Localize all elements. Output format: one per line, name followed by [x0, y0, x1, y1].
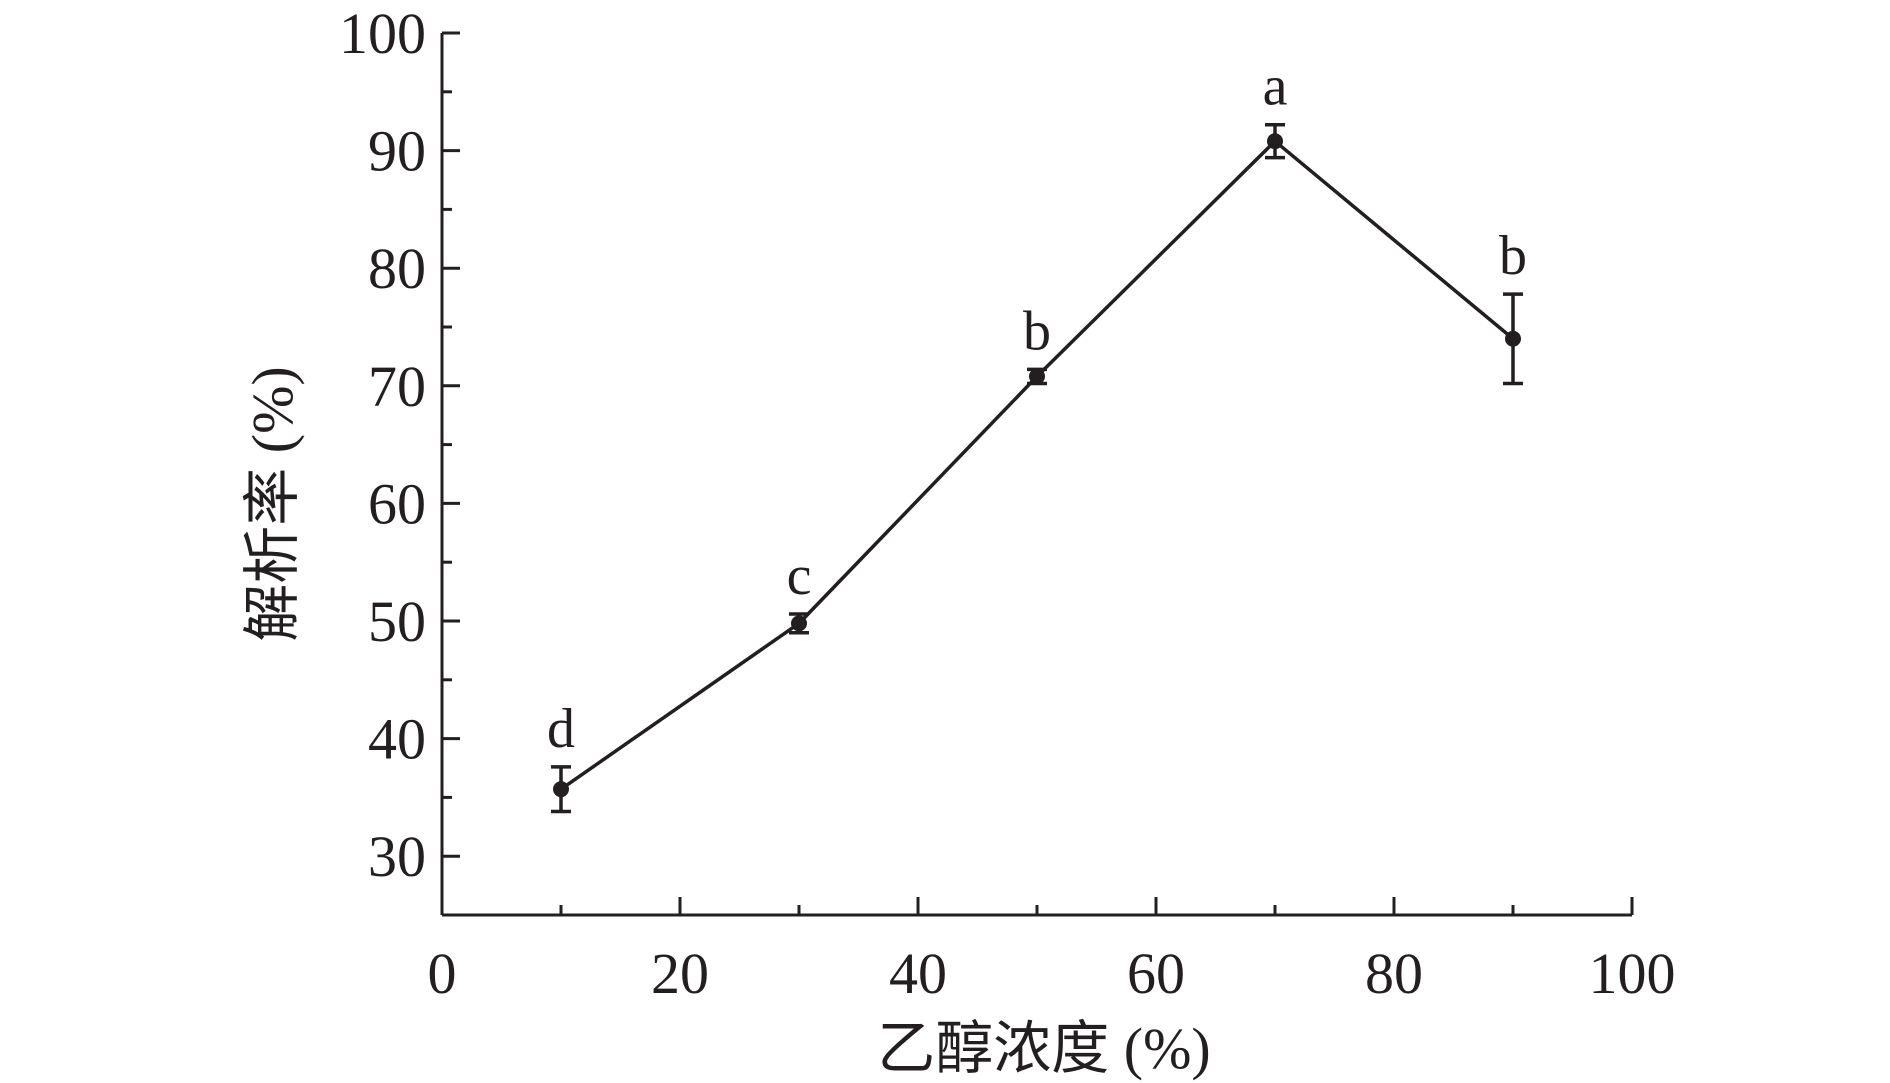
y-tick-label: 90	[368, 119, 426, 184]
y-tick-label: 50	[368, 589, 426, 654]
series-line	[559, 138, 1515, 791]
y-tick-label: 80	[368, 236, 426, 301]
x-tick-label: 100	[1589, 941, 1676, 1006]
y-tick-label: 60	[368, 471, 426, 536]
significance-label: b	[1499, 225, 1527, 287]
data-point	[1505, 330, 1521, 347]
y-tick-label: 30	[368, 824, 426, 889]
data-point	[791, 615, 807, 632]
x-tick-label: 80	[1365, 941, 1423, 1006]
y-tick-label: 70	[368, 354, 426, 419]
x-tick-label: 0	[428, 941, 457, 1006]
significance-label: a	[1263, 56, 1288, 118]
significance-label: d	[547, 698, 575, 760]
y-tick-label: 40	[368, 707, 426, 772]
significance-label: b	[1023, 300, 1051, 362]
x-tick-label: 40	[889, 941, 947, 1006]
y-tick-label: 100	[339, 1, 426, 66]
x-tick-label: 60	[1127, 941, 1185, 1006]
y-axis-title: 解析率 (%)	[240, 366, 305, 641]
data-point	[1267, 133, 1283, 150]
axes: 30 40 50 60 70 80 90 100 0 20 40 60 80 100	[339, 1, 1676, 1006]
x-axis-title: 乙醇浓度 (%)	[877, 1016, 1210, 1081]
x-tick-label: 20	[651, 941, 709, 1006]
data-point	[1029, 368, 1045, 385]
data-point	[553, 781, 569, 798]
plot-area: d c b a b	[547, 56, 1527, 814]
significance-label: c	[787, 545, 812, 607]
